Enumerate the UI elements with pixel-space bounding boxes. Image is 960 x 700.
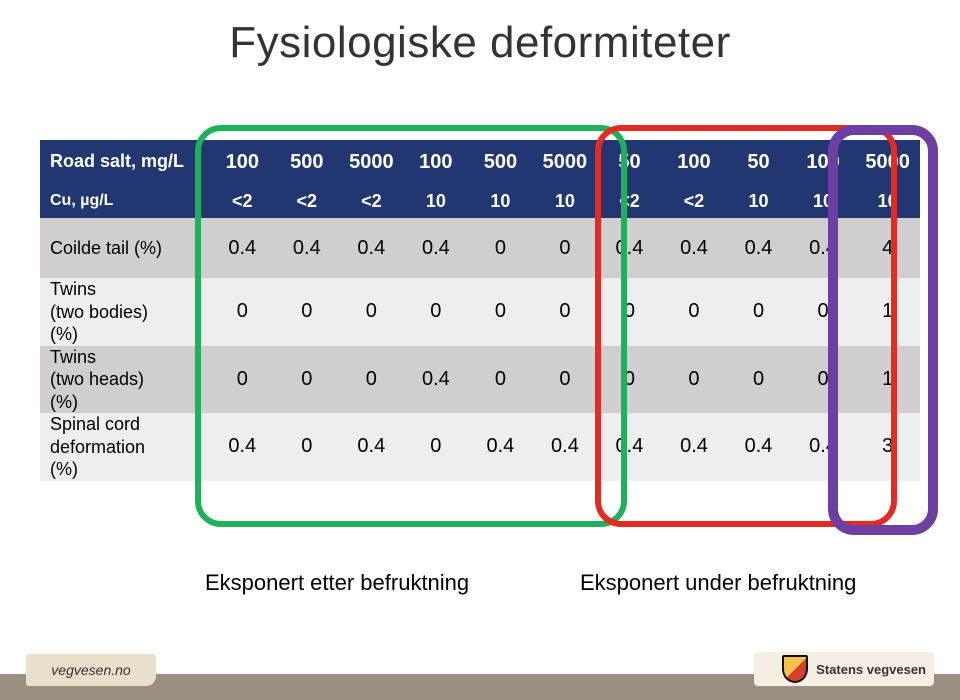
crest-text: Statens vegvesen xyxy=(816,662,926,677)
data-cell: 0 xyxy=(339,346,404,414)
data-table-wrap: Road salt, mg/L 100 500 5000 100 500 500… xyxy=(40,140,920,481)
data-cell: 4 xyxy=(855,218,920,278)
col-header: 5000 xyxy=(339,140,404,184)
data-cell: 0 xyxy=(339,278,404,346)
data-cell: 0 xyxy=(275,413,340,481)
data-cell: 0 xyxy=(468,278,533,346)
table-row: Coilde tail (%)0.40.40.40.4000.40.40.40.… xyxy=(40,218,920,278)
data-cell: 0.4 xyxy=(791,413,856,481)
data-cell: 0.4 xyxy=(404,218,469,278)
row-label: Coilde tail (%) xyxy=(40,218,210,278)
data-cell: 0 xyxy=(404,278,469,346)
data-cell: 0.4 xyxy=(597,413,662,481)
data-cell: 1 xyxy=(855,346,920,414)
col-subheader: 10 xyxy=(404,184,469,218)
col-header: 100 xyxy=(210,140,275,184)
data-cell: 0 xyxy=(275,278,340,346)
col-subheader: <2 xyxy=(339,184,404,218)
data-cell: 0 xyxy=(791,346,856,414)
col-header: 50 xyxy=(597,140,662,184)
data-cell: 0 xyxy=(662,346,727,414)
data-cell: 0 xyxy=(210,346,275,414)
col-subheader: <2 xyxy=(275,184,340,218)
table-row: Spinal cord deformation (%)0.400.400.40.… xyxy=(40,413,920,481)
col-header: 100 xyxy=(791,140,856,184)
row-label: Spinal cord deformation (%) xyxy=(40,413,210,481)
crest-icon xyxy=(782,655,808,683)
captions: Eksponert etter befruktning Eksponert un… xyxy=(0,570,960,610)
data-cell: 0.4 xyxy=(339,218,404,278)
col-subheader: 10 xyxy=(855,184,920,218)
data-cell: 0 xyxy=(662,278,727,346)
col-subheader: <2 xyxy=(662,184,727,218)
col-subheader: <2 xyxy=(210,184,275,218)
data-cell: 0.4 xyxy=(791,218,856,278)
data-cell: 0 xyxy=(726,346,791,414)
col-subheader: 10 xyxy=(726,184,791,218)
data-cell: 3 xyxy=(855,413,920,481)
row-header-bot: Cu, µg/L xyxy=(40,184,210,218)
caption-left: Eksponert etter befruktning xyxy=(205,570,469,596)
brand-text: vegvesen.no xyxy=(51,662,130,678)
col-header: 100 xyxy=(662,140,727,184)
data-cell: 0.4 xyxy=(662,413,727,481)
data-cell: 0 xyxy=(533,346,598,414)
table-row: Twins (two bodies) (%)00000000001 xyxy=(40,278,920,346)
caption-right: Eksponert under befruktning xyxy=(580,570,856,596)
col-header: 5000 xyxy=(855,140,920,184)
data-cell: 0.4 xyxy=(726,218,791,278)
data-cell: 0.4 xyxy=(275,218,340,278)
col-subheader: 10 xyxy=(468,184,533,218)
data-cell: 0.4 xyxy=(533,413,598,481)
data-cell: 0.4 xyxy=(662,218,727,278)
data-cell: 0.4 xyxy=(468,413,533,481)
row-label: Twins (two bodies) (%) xyxy=(40,278,210,346)
footer: vegvesen.no Statens vegvesen xyxy=(0,644,960,700)
data-cell: 0.4 xyxy=(404,346,469,414)
col-header: 5000 xyxy=(533,140,598,184)
data-cell: 0.4 xyxy=(339,413,404,481)
data-cell: 0 xyxy=(468,346,533,414)
data-cell: 0 xyxy=(275,346,340,414)
table-row: Twins (two heads) (%)0000.40000001 xyxy=(40,346,920,414)
col-header: 100 xyxy=(404,140,469,184)
data-cell: 0 xyxy=(533,278,598,346)
data-cell: 0.4 xyxy=(210,413,275,481)
data-cell: 0.4 xyxy=(597,218,662,278)
row-label: Twins (two heads) (%) xyxy=(40,346,210,414)
col-header: 500 xyxy=(275,140,340,184)
data-cell: 0 xyxy=(597,278,662,346)
data-cell: 0 xyxy=(533,218,598,278)
col-header: 50 xyxy=(726,140,791,184)
col-subheader: 10 xyxy=(533,184,598,218)
data-cell: 0 xyxy=(468,218,533,278)
row-header-top: Road salt, mg/L xyxy=(40,140,210,184)
data-cell: 0 xyxy=(791,278,856,346)
slide-title: Fysiologiske deformiteter xyxy=(0,18,960,68)
brand-badge: vegvesen.no xyxy=(26,654,156,686)
data-cell: 0 xyxy=(210,278,275,346)
crest-badge: Statens vegvesen xyxy=(754,652,934,686)
data-cell: 0 xyxy=(726,278,791,346)
data-cell: 0.4 xyxy=(210,218,275,278)
col-subheader: 10 xyxy=(791,184,856,218)
data-cell: 0 xyxy=(404,413,469,481)
data-cell: 0 xyxy=(597,346,662,414)
data-cell: 1 xyxy=(855,278,920,346)
data-cell: 0.4 xyxy=(726,413,791,481)
data-table: Road salt, mg/L 100 500 5000 100 500 500… xyxy=(40,140,920,481)
col-subheader: <2 xyxy=(597,184,662,218)
col-header: 500 xyxy=(468,140,533,184)
